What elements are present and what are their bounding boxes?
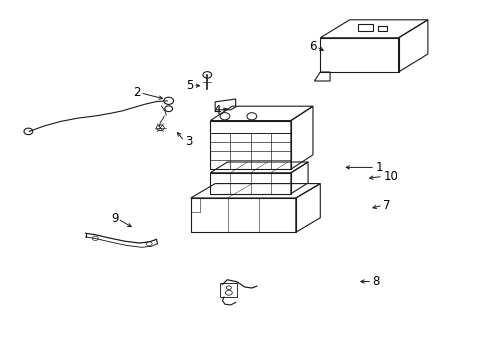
Bar [358,24,372,31]
Text: 8: 8 [372,275,379,288]
Text: 1: 1 [375,161,382,174]
Text: 2: 2 [133,86,141,99]
Text: 10: 10 [383,170,397,183]
Text: 5: 5 [186,79,193,92]
Bar [377,26,386,31]
Text: 4: 4 [213,104,221,117]
Text: 9: 9 [111,212,118,225]
Text: 7: 7 [383,199,390,212]
Text: 6: 6 [309,40,316,53]
Text: 3: 3 [184,135,192,148]
